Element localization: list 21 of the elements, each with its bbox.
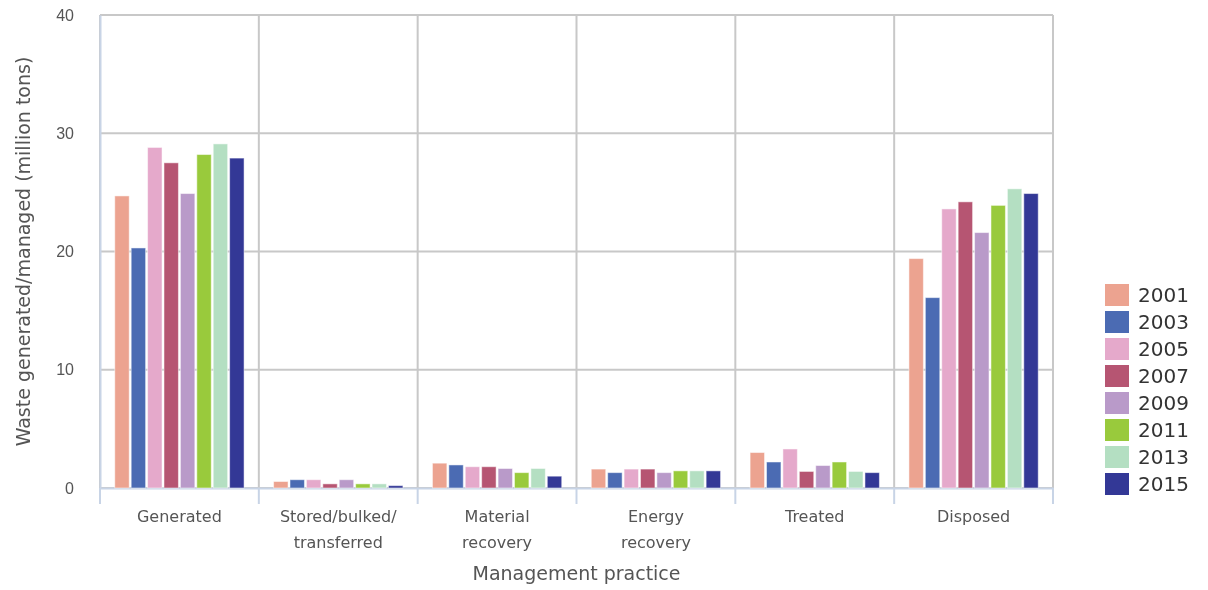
x-tick-label: Material recovery xyxy=(462,507,533,552)
legend-label: 2003 xyxy=(1138,310,1189,334)
legend-label: 2011 xyxy=(1138,418,1189,442)
y-tick-label: 40 xyxy=(56,6,75,24)
y-tick-label: 20 xyxy=(56,243,75,261)
x-tick-label: Stored/bulked/ transferred xyxy=(279,507,398,552)
y-axis-title: Waste generated/managed (million tons) xyxy=(12,56,34,447)
x-tick-label: Treated xyxy=(783,507,845,526)
legend-label: 2015 xyxy=(1138,472,1189,496)
y-tick-label: 0 xyxy=(65,479,75,497)
x-axis-title: Management practice xyxy=(472,562,681,584)
x-tick-label: Disposed xyxy=(936,507,1011,526)
legend-label: 2001 xyxy=(1138,283,1189,307)
legend-label: 2013 xyxy=(1138,445,1189,469)
x-tick-label: Energy recovery xyxy=(620,507,691,552)
legend-label: 2009 xyxy=(1138,391,1189,415)
y-tick-label: 10 xyxy=(56,361,75,379)
legend-label: 2005 xyxy=(1138,337,1189,361)
legend-label: 2007 xyxy=(1138,364,1189,388)
x-tick-label: Generated xyxy=(136,507,222,526)
y-tick-label: 30 xyxy=(56,124,75,142)
